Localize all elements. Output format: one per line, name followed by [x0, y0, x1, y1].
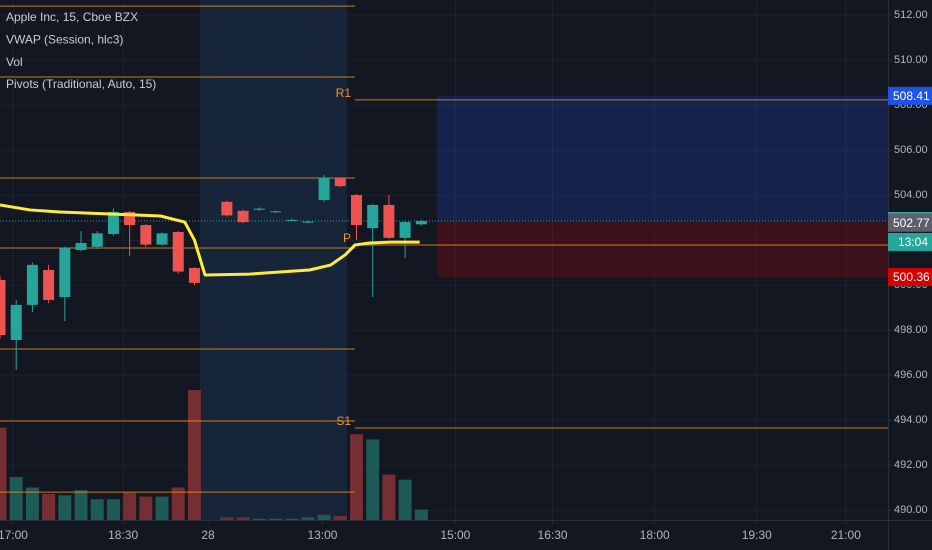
x-tick-label: 17:00	[0, 528, 28, 542]
x-tick-label: 16:30	[538, 528, 568, 542]
volume-bar	[106, 499, 120, 520]
x-tick-label: 18:00	[640, 528, 670, 542]
candle-body	[399, 222, 411, 238]
volume-bar	[301, 517, 315, 520]
candle-body	[156, 233, 168, 245]
candle-body	[367, 204, 379, 229]
volume-bar	[398, 479, 412, 520]
candle-body	[334, 177, 346, 187]
pivot-label: R1	[336, 86, 352, 100]
volume-bar	[414, 509, 428, 520]
legend-entry: Apple Inc, 15, Cboe BZX	[6, 10, 138, 24]
axes: 490.00492.00494.00496.00498.00500.00502.…	[0, 9, 932, 542]
y-tick-label: 506.00	[894, 144, 928, 156]
y-tick-label: 490.00	[894, 504, 928, 516]
grid	[0, 0, 888, 520]
candle-body	[237, 210, 249, 223]
volume-bar	[25, 487, 39, 520]
candle-body	[415, 220, 427, 225]
volume-bar	[285, 518, 299, 520]
x-tick-label: 19:30	[742, 528, 772, 542]
price-tag-label: 500.36	[893, 270, 930, 284]
candle-body	[91, 233, 103, 247]
y-tick-label: 492.00	[894, 459, 928, 471]
price-tag-label: 508.41	[893, 89, 930, 103]
x-tick-label: 18:30	[108, 528, 138, 542]
pivot-label: P	[343, 231, 351, 245]
price-tag	[888, 86, 932, 105]
price-tag	[888, 267, 932, 286]
pivot-label: S1	[336, 414, 351, 428]
volume-bar	[382, 474, 396, 520]
y-tick-label: 496.00	[894, 369, 928, 381]
candle-body	[59, 247, 71, 298]
candle-body	[0, 279, 6, 336]
volume-bar	[333, 516, 347, 520]
volume-bar	[252, 518, 266, 520]
countdown-tag	[888, 232, 932, 251]
volume-bar	[58, 495, 72, 520]
candle-body	[75, 243, 87, 250]
volume-bar	[171, 487, 185, 520]
volume-bar	[9, 477, 23, 520]
vwap-line	[0, 203, 420, 277]
candle-body	[350, 195, 362, 226]
candle-body	[318, 177, 330, 201]
y-tick-label: 504.00	[894, 189, 928, 201]
volume-bar	[187, 390, 201, 520]
countdown-label: 13:04	[898, 235, 928, 249]
y-tick-label: 510.00	[894, 54, 928, 66]
y-tick-label: 494.00	[894, 414, 928, 426]
candle-body	[140, 225, 152, 245]
volume-bar	[42, 494, 56, 520]
candle-body	[26, 264, 38, 305]
candle-body	[253, 208, 265, 210]
volume-bar	[139, 496, 153, 520]
candle-body	[383, 204, 395, 238]
candle-body	[286, 219, 298, 221]
candle-body	[269, 211, 281, 213]
volume-bar	[155, 496, 169, 520]
x-tick-label: 13:00	[307, 528, 337, 542]
x-tick-label: 21:00	[831, 528, 861, 542]
volume-bar	[366, 439, 380, 520]
price-tag	[888, 213, 932, 232]
candle-body	[43, 270, 55, 300]
legend-entry: VWAP (Session, hlc3)	[6, 32, 123, 46]
volume-bar	[90, 499, 104, 520]
volume-bar	[0, 427, 7, 520]
volume-bar	[220, 517, 234, 520]
candle-body	[172, 231, 184, 272]
volume-bar	[123, 492, 137, 520]
candle-body	[221, 201, 233, 216]
candle-body	[124, 211, 136, 226]
candle-body	[107, 211, 119, 235]
x-tick-label: 28	[201, 528, 215, 542]
y-tick-label: 512.00	[894, 9, 928, 21]
legend-entry: Vol	[6, 55, 23, 69]
candle-body	[10, 304, 22, 340]
y-tick-label: 498.00	[894, 324, 928, 336]
x-tick-label: 15:00	[440, 528, 470, 542]
volume-bar	[236, 517, 250, 520]
legend-entry: Pivots (Traditional, Auto, 15)	[6, 77, 156, 91]
volume-bar	[317, 514, 331, 520]
target-zone	[437, 95, 888, 221]
session-shade	[200, 0, 347, 520]
plot: R1 P S1	[0, 5, 888, 520]
price-tag-label: 502.77	[893, 216, 930, 230]
stop-zone	[437, 220, 888, 277]
volume-bar	[349, 434, 363, 520]
candle-body	[302, 221, 314, 223]
candle-body	[188, 267, 200, 283]
volume-bar	[74, 490, 88, 520]
volume-bar	[268, 518, 282, 520]
